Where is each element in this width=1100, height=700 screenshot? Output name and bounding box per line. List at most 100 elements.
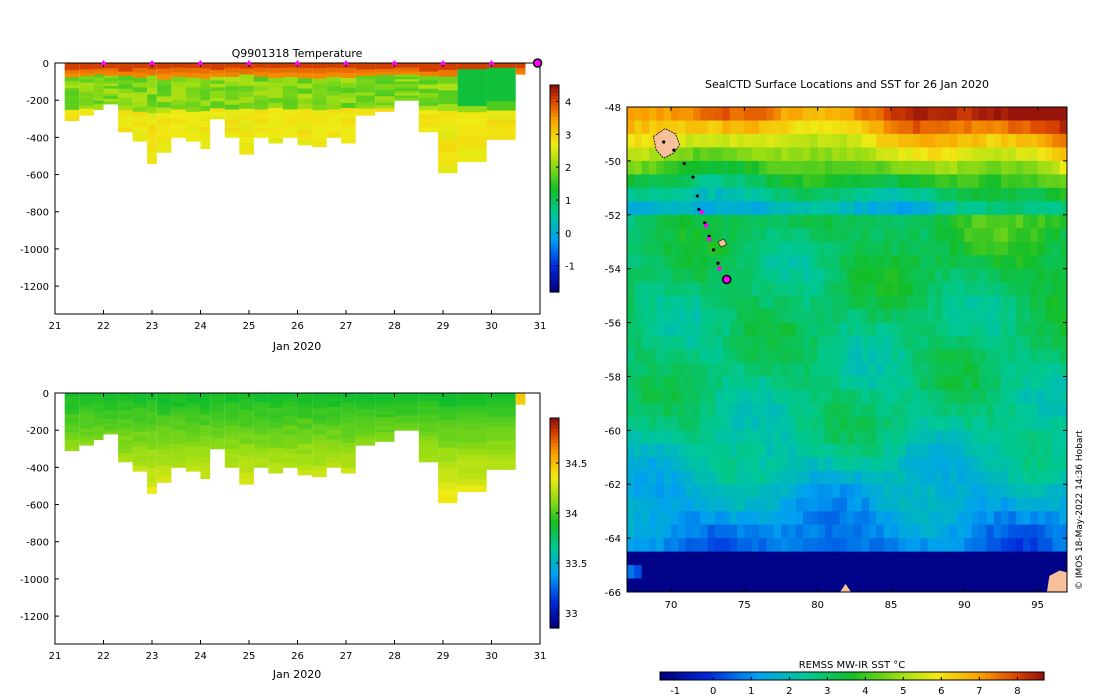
colorbar-tick-label: 1 xyxy=(748,686,754,697)
profile-cell xyxy=(394,86,419,89)
sst-cell xyxy=(817,133,826,148)
sst-cell xyxy=(744,147,753,162)
sst-cell xyxy=(1001,484,1009,499)
sst-cell xyxy=(825,497,833,512)
sst-cell xyxy=(854,511,863,526)
sst-cell xyxy=(693,133,701,148)
profile-cell xyxy=(224,76,240,82)
sst-cell xyxy=(1052,565,1061,580)
sst-cell xyxy=(920,470,929,485)
sst-cell xyxy=(949,578,958,592)
sst-cell xyxy=(1052,214,1061,229)
sst-cell xyxy=(773,322,782,337)
profile-cell xyxy=(64,99,80,104)
colorbar-band xyxy=(550,530,559,535)
y-tick-label: -1000 xyxy=(20,245,49,256)
sst-cell xyxy=(715,524,723,539)
sst-cell xyxy=(942,551,951,566)
sst-cell xyxy=(964,255,973,270)
sst-cell xyxy=(795,416,804,431)
sst-cell xyxy=(949,524,958,539)
sst-cell xyxy=(678,241,687,256)
sst-cell xyxy=(700,160,709,175)
sst-cell xyxy=(1067,350,1075,364)
sst-cell xyxy=(1067,215,1075,229)
sst-cell xyxy=(788,416,797,431)
sst-cell xyxy=(671,201,679,216)
sst-cell xyxy=(773,228,782,243)
sst-cell xyxy=(942,457,951,472)
profile-cell xyxy=(132,136,148,142)
sst-cell xyxy=(1001,282,1009,297)
profile-cell xyxy=(297,119,313,125)
sst-cell xyxy=(737,457,745,472)
profile-cell xyxy=(438,441,458,449)
sst-cell xyxy=(986,565,995,580)
sst-cell xyxy=(832,147,841,162)
profile-cell xyxy=(200,63,211,69)
profile-cell xyxy=(457,81,487,89)
sst-cell xyxy=(671,443,679,458)
sst-cell xyxy=(825,214,833,229)
sst-cell xyxy=(1008,174,1017,189)
sst-cell xyxy=(810,416,819,431)
profile-cell xyxy=(515,393,526,395)
sst-cell xyxy=(751,376,760,391)
sst-cell xyxy=(810,201,819,216)
profile-cell xyxy=(147,480,157,488)
profile-cell xyxy=(79,92,94,97)
profile-cell xyxy=(200,68,211,75)
sst-cell xyxy=(876,147,885,162)
sst-cell xyxy=(847,228,855,243)
sst-cell xyxy=(964,120,973,135)
colorbar-band xyxy=(770,672,776,680)
profile-cell xyxy=(253,81,269,87)
sst-cell xyxy=(685,120,694,135)
sst-cell xyxy=(803,551,811,566)
track-point xyxy=(695,194,700,198)
sst-cell xyxy=(744,174,753,189)
sst-cell xyxy=(1001,241,1009,256)
sst-cell xyxy=(935,430,943,445)
sst-cell xyxy=(898,349,907,364)
sst-cell xyxy=(759,282,767,297)
sst-cell xyxy=(1059,120,1067,135)
sst-cell xyxy=(920,107,929,122)
sst-cell xyxy=(817,255,826,270)
sst-cell xyxy=(913,336,921,351)
sst-cell xyxy=(869,470,877,485)
profile-cell xyxy=(394,406,419,410)
sst-cell xyxy=(700,403,709,418)
lat-tick-label: -52 xyxy=(605,211,621,222)
sst-cell xyxy=(817,443,826,458)
sst-cell xyxy=(986,174,995,189)
sst-cell xyxy=(810,120,819,135)
profile-cell xyxy=(118,418,133,424)
sst-cell xyxy=(920,389,929,404)
sst-cell xyxy=(1001,376,1009,391)
colorbar-band xyxy=(550,229,559,234)
sst-cell xyxy=(854,214,863,229)
sst-cell xyxy=(927,470,936,485)
sst-cell xyxy=(957,538,965,553)
profile-cell xyxy=(239,102,254,110)
sst-cell xyxy=(876,416,885,431)
profile-cell xyxy=(282,416,298,422)
colorbar-band xyxy=(1005,672,1011,680)
sst-cell xyxy=(781,538,789,553)
sst-cell xyxy=(1030,538,1039,553)
sst-cell xyxy=(847,470,855,485)
sst-cell xyxy=(1052,457,1061,472)
y-tick-label: -800 xyxy=(26,208,49,219)
colorbar-band xyxy=(741,672,747,680)
sst-cell xyxy=(935,511,943,526)
sst-cell xyxy=(927,430,936,445)
salinity-panel: 0-200-400-600-800-1000-1200 21 22 23 24 25 26… xyxy=(20,389,587,681)
profile-cell xyxy=(268,128,283,134)
profile-cell xyxy=(418,63,439,68)
sst-cell xyxy=(1045,107,1053,122)
sst-cell xyxy=(861,443,870,458)
sst-cell xyxy=(715,336,723,351)
sst-cell xyxy=(693,349,701,364)
sst-cell xyxy=(1001,120,1009,135)
